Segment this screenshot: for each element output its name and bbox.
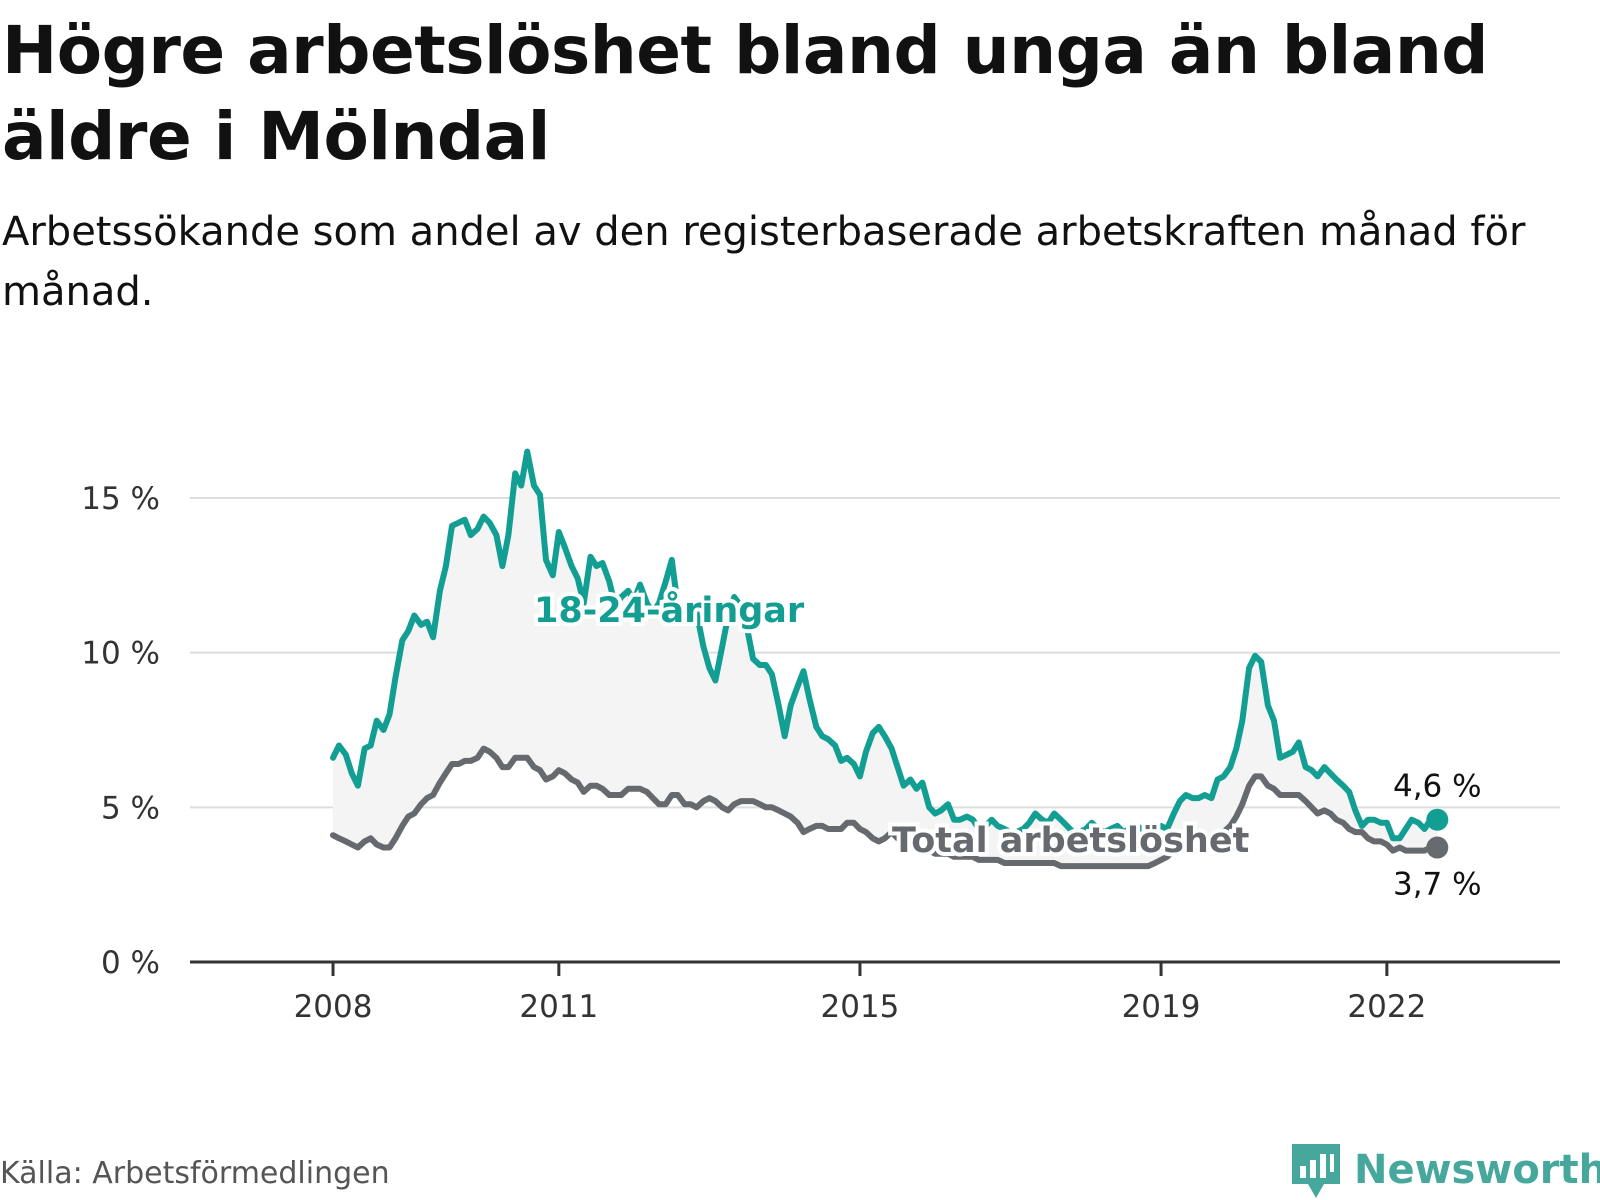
series-line-total xyxy=(330,745,1441,870)
x-axis xyxy=(190,960,1560,976)
y-tick-label: 0 % xyxy=(101,945,160,981)
end-label-total: 3,7 % xyxy=(1393,867,1482,903)
y-tick-label: 10 % xyxy=(81,636,160,672)
brand-logo: Newsworthy xyxy=(1290,1140,1600,1200)
source-note: Källa: Arbetsförmedlingen xyxy=(0,1156,390,1191)
gap-area-fill xyxy=(333,451,1438,867)
series-label-total: Total arbetslöshet xyxy=(892,821,1249,861)
chart-subtitle: Arbetssökande som andel av den registerb… xyxy=(2,209,1526,315)
brand-name: Newsworthy xyxy=(1354,1147,1600,1193)
x-tick-label: 2008 xyxy=(294,989,373,1025)
x-tick-label: 2011 xyxy=(519,989,598,1025)
labels: 0 % 5 % 10 % 15 % 2008 2011 2015 2019 2022 18-24-… xyxy=(81,481,1481,1025)
x-tick-label: 2015 xyxy=(820,989,899,1025)
chart-title: Högre arbetslöshet bland unga än bland ä… xyxy=(2,12,1489,175)
series-line-young xyxy=(330,448,1441,842)
end-point-total xyxy=(1426,836,1449,859)
line-chart: 0 % 5 % 10 % 15 % 2008 2011 2015 2019 2022 18-24-… xyxy=(81,448,1560,1025)
end-label-young: 4,6 % xyxy=(1393,769,1482,805)
end-point-young xyxy=(1426,808,1449,831)
x-tick-label: 2022 xyxy=(1347,989,1426,1025)
series-label-young: 18-24-åringar xyxy=(534,590,805,631)
newsworthy-logo-icon xyxy=(1292,1144,1340,1198)
y-tick-label: 15 % xyxy=(81,481,160,517)
y-tick-label: 5 % xyxy=(101,790,160,826)
x-tick-label: 2019 xyxy=(1122,989,1201,1025)
gap-area xyxy=(333,451,1438,867)
series-lines xyxy=(330,448,1449,870)
